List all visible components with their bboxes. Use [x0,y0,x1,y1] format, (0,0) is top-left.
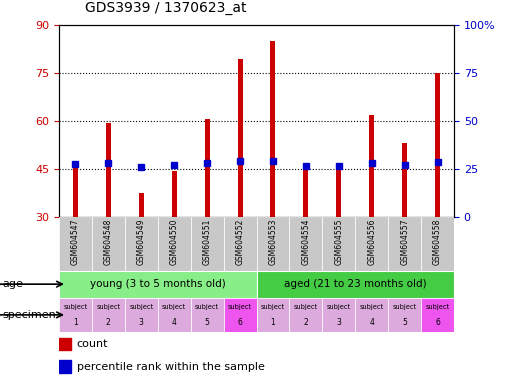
Text: GSM604548: GSM604548 [104,218,113,265]
Text: GSM604557: GSM604557 [400,218,409,265]
Bar [289,217,322,271]
Bar [158,298,191,332]
Text: 6: 6 [238,318,243,327]
Text: GSM604547: GSM604547 [71,218,80,265]
Bar [369,114,374,217]
Text: subject: subject [228,304,252,310]
Text: age: age [3,279,24,289]
Bar [106,122,111,217]
Text: GSM604550: GSM604550 [170,218,179,265]
Bar [238,59,243,217]
Bar [92,298,125,332]
Bar [322,298,355,332]
Bar [59,338,71,350]
Text: count: count [77,339,108,349]
Bar [73,164,78,217]
Bar [125,298,158,332]
Text: 3: 3 [139,318,144,327]
Bar [224,217,256,271]
Text: GSM604551: GSM604551 [203,218,212,265]
Bar [421,217,454,271]
Bar [289,298,322,332]
Text: GSM604553: GSM604553 [268,218,278,265]
Bar [388,298,421,332]
Text: subject: subject [392,304,417,310]
Bar [388,217,421,271]
Text: percentile rank within the sample: percentile rank within the sample [77,362,265,372]
Text: 2: 2 [304,318,308,327]
Text: subject: subject [195,304,219,310]
Text: subject: subject [96,304,121,310]
Text: GSM604554: GSM604554 [301,218,310,265]
Text: subject: subject [425,304,449,310]
Text: subject: subject [327,304,351,310]
Text: 6: 6 [435,318,440,327]
Text: GSM604552: GSM604552 [235,218,245,265]
Bar [402,143,407,217]
Bar [322,217,355,271]
Text: GSM604556: GSM604556 [367,218,376,265]
Text: 1: 1 [270,318,275,327]
Text: GSM604549: GSM604549 [137,218,146,265]
Text: 5: 5 [205,318,210,327]
Bar [172,170,176,217]
Text: subject: subject [294,304,318,310]
Bar [256,271,454,298]
Text: aged (21 to 23 months old): aged (21 to 23 months old) [284,279,427,289]
Bar [355,217,388,271]
Bar [191,217,224,271]
Bar [59,361,71,373]
Bar [224,298,256,332]
Bar [256,298,289,332]
Text: subject: subject [162,304,186,310]
Bar [139,193,144,217]
Text: subject: subject [64,304,88,310]
Text: specimen: specimen [3,310,56,320]
Text: young (3 to 5 months old): young (3 to 5 months old) [90,279,226,289]
Bar [435,73,440,217]
Text: GSM604555: GSM604555 [334,218,343,265]
Bar [59,271,256,298]
Bar [125,217,158,271]
Bar [59,217,92,271]
Text: 4: 4 [172,318,176,327]
Bar [191,298,224,332]
Bar [59,298,92,332]
Text: subject: subject [261,304,285,310]
Bar [256,217,289,271]
Bar [303,162,308,217]
Bar [158,217,191,271]
Bar [270,41,275,217]
Text: subject: subject [360,304,384,310]
Bar [355,298,388,332]
Text: 5: 5 [402,318,407,327]
Text: GSM604558: GSM604558 [433,218,442,265]
Bar [205,119,210,217]
Text: 1: 1 [73,318,78,327]
Text: GDS3939 / 1370623_at: GDS3939 / 1370623_at [85,2,246,15]
Text: subject: subject [129,304,153,310]
Text: 3: 3 [337,318,341,327]
Bar [337,167,341,217]
Text: 4: 4 [369,318,374,327]
Bar [92,217,125,271]
Bar [421,298,454,332]
Text: 2: 2 [106,318,111,327]
